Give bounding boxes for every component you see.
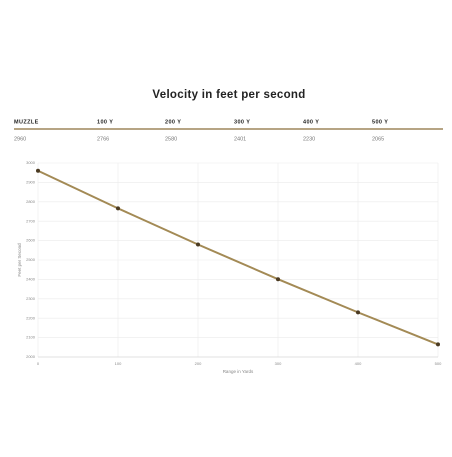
table-cell: 2230: [303, 136, 315, 142]
y-tick-label: 2200: [26, 315, 36, 320]
x-tick-label: 500: [435, 361, 442, 366]
table-cell: 2065: [372, 136, 384, 142]
y-tick-label: 2400: [26, 276, 36, 281]
table-cell: 2401: [234, 136, 246, 142]
x-tick-label: 400: [355, 361, 362, 366]
x-tick-label: 200: [195, 361, 202, 366]
table-cell: 2960: [14, 136, 26, 142]
y-tick-label: 2300: [26, 296, 36, 301]
x-tick-label: 0: [37, 361, 40, 366]
table-header: 100 Y: [97, 119, 113, 125]
data-point: [196, 242, 200, 247]
y-tick-label: 2700: [26, 218, 36, 223]
table-cell: 2580: [165, 136, 177, 142]
y-tick-label: 2800: [26, 199, 36, 204]
y-tick-label: 2000: [26, 354, 36, 359]
table-cell: 2766: [97, 136, 109, 142]
y-tick-label: 2500: [26, 257, 36, 262]
table-header: MUZZLE: [14, 119, 39, 125]
table-header: 200 Y: [165, 119, 181, 125]
data-point: [36, 168, 40, 173]
x-axis-label: Range in Yards: [223, 369, 254, 374]
y-tick-label: 3000: [26, 160, 36, 165]
data-point: [356, 310, 360, 315]
data-point: [436, 342, 440, 347]
data-point: [116, 206, 120, 211]
data-point: [276, 277, 280, 282]
table-header: 300 Y: [234, 119, 250, 125]
y-tick-label: 2600: [26, 238, 36, 243]
y-axis-label: Feet per Second: [17, 243, 22, 277]
data-line: [37, 169, 439, 346]
x-tick-label: 300: [275, 361, 282, 366]
table-header: 500 Y: [372, 119, 388, 125]
y-tick-label: 2100: [26, 335, 36, 340]
table-header: 400 Y: [303, 119, 319, 125]
page-title: Velocity in feet per second: [152, 89, 305, 101]
x-tick-label: 100: [115, 361, 122, 366]
y-tick-label: 2900: [26, 179, 36, 184]
